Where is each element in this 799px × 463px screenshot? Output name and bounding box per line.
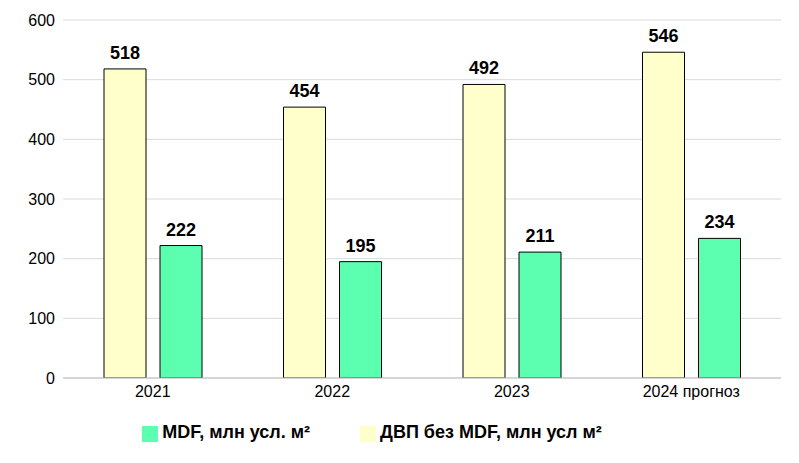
- svg-text:518: 518: [110, 43, 140, 63]
- svg-text:200: 200: [28, 250, 55, 267]
- html-text:MDF, млн усл. м²: MDF, млн усл. м²: [162, 422, 311, 442]
- svg-text:400: 400: [28, 131, 55, 148]
- svg-text:2022: 2022: [314, 383, 350, 400]
- svg-text:300: 300: [28, 191, 55, 208]
- svg-text:222: 222: [166, 220, 196, 240]
- svg-text:492: 492: [469, 58, 499, 78]
- html-text:ДВП без MDF, млн усл м²: ДВП без MDF, млн усл м²: [380, 422, 602, 442]
- svg-text:500: 500: [28, 71, 55, 88]
- svg-text:100: 100: [28, 310, 55, 327]
- svg-text:195: 195: [345, 236, 375, 256]
- svg-text:2023: 2023: [494, 383, 530, 400]
- svg-text:234: 234: [704, 212, 734, 232]
- svg-text:2021: 2021: [135, 383, 171, 400]
- svg-text:2024 прогноз: 2024 прогноз: [643, 383, 740, 400]
- svg-text:546: 546: [648, 26, 678, 46]
- svg-text:600: 600: [28, 12, 55, 29]
- svg-text:454: 454: [289, 81, 319, 101]
- svg-text:0: 0: [46, 370, 55, 387]
- svg-text:211: 211: [525, 226, 554, 246]
